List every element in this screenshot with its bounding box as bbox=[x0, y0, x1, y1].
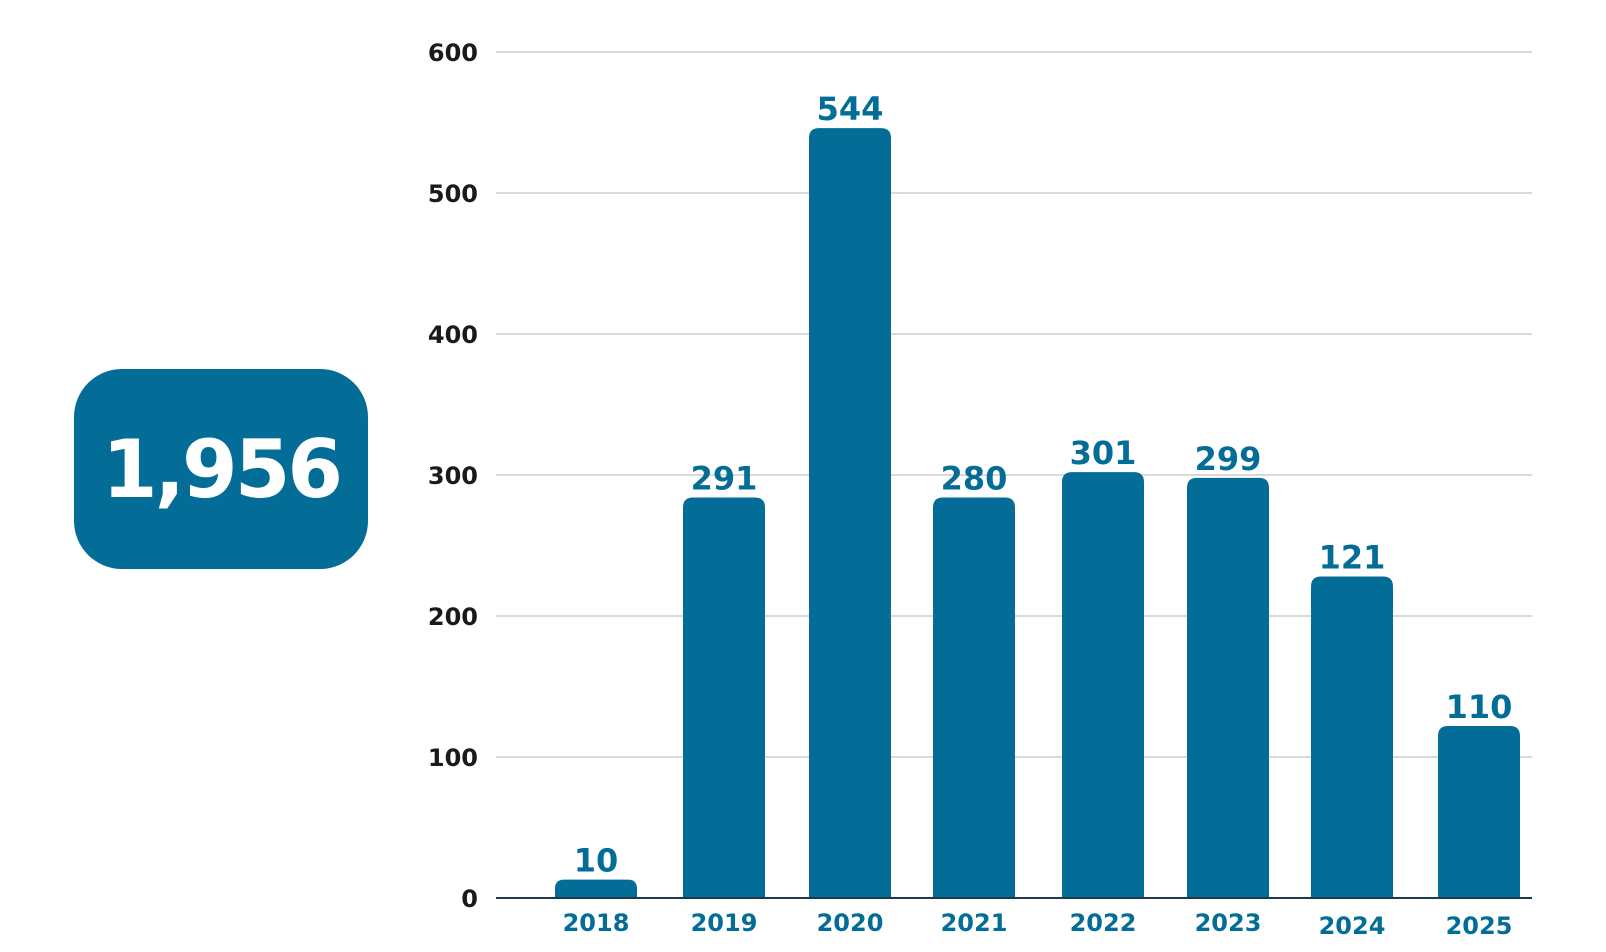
bar-2021 bbox=[933, 497, 1015, 898]
y-tick-label: 300 bbox=[428, 462, 478, 490]
x-tick-label-2019: 2019 bbox=[691, 909, 758, 937]
bar-2019 bbox=[683, 497, 765, 898]
y-tick-label: 600 bbox=[428, 39, 478, 67]
bar-2023 bbox=[1187, 477, 1269, 898]
total-value: 1,956 bbox=[101, 422, 343, 516]
x-tick-label-2020: 2020 bbox=[817, 909, 884, 937]
value-label-2018: 10 bbox=[574, 842, 619, 880]
y-tick-label: 500 bbox=[428, 180, 478, 208]
y-axis-ticks: 0 100 200 300 400 500 600 bbox=[428, 39, 478, 913]
x-tick-label-2022: 2022 bbox=[1070, 909, 1137, 937]
x-axis-labels: 2018 2019 2020 2021 2022 2023 2024 2025 bbox=[563, 909, 1513, 940]
bar-2018 bbox=[555, 879, 637, 898]
value-label-2019: 291 bbox=[691, 460, 758, 498]
value-label-2023: 299 bbox=[1195, 440, 1262, 478]
x-tick-label-2023: 2023 bbox=[1195, 909, 1262, 937]
x-tick-label-2025: 2025 bbox=[1446, 912, 1513, 940]
y-tick-label: 200 bbox=[428, 603, 478, 631]
bar-2020 bbox=[809, 128, 891, 898]
bar-2024 bbox=[1311, 576, 1393, 898]
total-badge: 1,956 bbox=[74, 369, 368, 569]
value-labels: 10 291 544 280 301 299 121 110 bbox=[574, 90, 1513, 880]
bars bbox=[555, 128, 1520, 898]
x-tick-label-2024: 2024 bbox=[1319, 912, 1386, 940]
bar-2022 bbox=[1062, 472, 1144, 898]
value-label-2024: 121 bbox=[1319, 539, 1386, 577]
value-label-2025: 110 bbox=[1446, 688, 1513, 726]
y-tick-label: 0 bbox=[461, 885, 478, 913]
value-label-2021: 280 bbox=[941, 460, 1008, 498]
x-tick-label-2018: 2018 bbox=[563, 909, 630, 937]
value-label-2022: 301 bbox=[1070, 434, 1137, 472]
x-tick-label-2021: 2021 bbox=[941, 909, 1008, 937]
value-label-2020: 544 bbox=[817, 90, 884, 128]
y-tick-label: 100 bbox=[428, 744, 478, 772]
y-tick-label: 400 bbox=[428, 321, 478, 349]
bar-2025 bbox=[1438, 725, 1520, 898]
